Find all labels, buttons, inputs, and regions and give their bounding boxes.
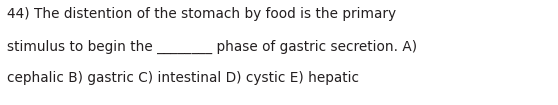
Text: 44) The distention of the stomach by food is the primary: 44) The distention of the stomach by foo… bbox=[7, 7, 396, 21]
Text: stimulus to begin the ________ phase of gastric secretion. A): stimulus to begin the ________ phase of … bbox=[7, 39, 417, 54]
Text: cephalic B) gastric C) intestinal D) cystic E) hepatic: cephalic B) gastric C) intestinal D) cys… bbox=[7, 71, 359, 85]
